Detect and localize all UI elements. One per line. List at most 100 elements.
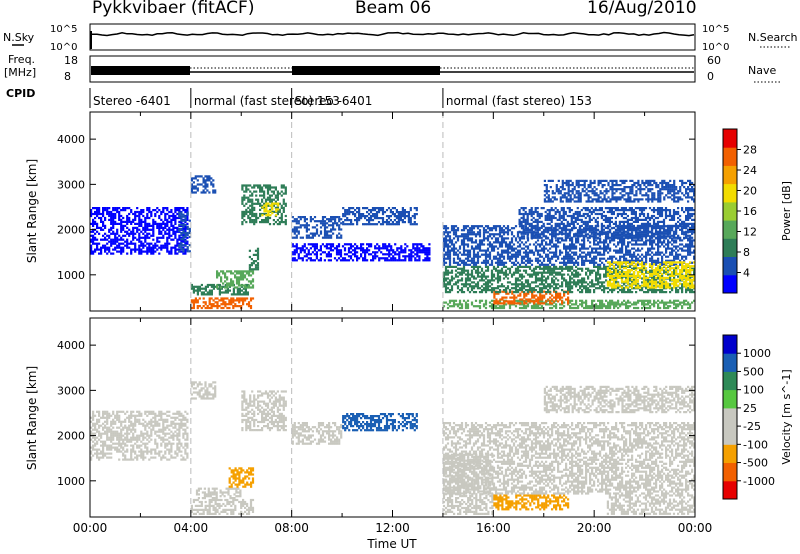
power-cell <box>460 267 464 270</box>
power-cell <box>246 303 249 306</box>
power-cell <box>651 241 654 244</box>
power-cell <box>675 303 678 306</box>
power-cell <box>265 206 268 209</box>
power-cell <box>245 270 249 273</box>
power-cell <box>90 248 93 251</box>
power-cell <box>597 281 600 284</box>
power-cell <box>538 235 542 238</box>
power-cell <box>504 265 508 268</box>
power-cell <box>597 287 600 290</box>
power-cell <box>478 305 482 308</box>
power-cell <box>176 238 179 241</box>
power-cell <box>100 226 103 229</box>
power-cell <box>266 219 270 222</box>
power-cell <box>166 212 169 216</box>
power-cell <box>637 253 640 256</box>
power-cell <box>416 251 419 254</box>
power-cell <box>520 261 524 264</box>
power-cell <box>617 287 620 290</box>
power-cell <box>557 273 560 276</box>
power-cell <box>549 292 552 295</box>
power-cell <box>122 246 125 249</box>
power-cell <box>472 257 476 260</box>
power-cell <box>134 232 137 235</box>
power-cell <box>150 252 153 255</box>
power-cell <box>530 306 534 310</box>
power-cell <box>182 238 185 241</box>
power-cell <box>148 207 151 210</box>
power-cell <box>549 273 552 276</box>
power-cell <box>617 251 620 254</box>
power-cell <box>523 296 526 299</box>
power-cell <box>360 249 363 252</box>
power-cell <box>575 271 578 274</box>
power-cell <box>508 241 512 244</box>
power-cell <box>338 216 341 219</box>
power-cell <box>498 233 502 236</box>
power-cell <box>480 243 484 246</box>
power-cell <box>667 243 670 246</box>
power-cell <box>460 306 464 310</box>
power-cell <box>192 305 195 308</box>
power-cell <box>639 249 642 252</box>
power-cell <box>476 257 480 260</box>
power-cell <box>498 279 502 282</box>
power-cell <box>110 210 113 214</box>
power-cell <box>218 289 221 292</box>
power-cell <box>351 245 355 248</box>
power-cell <box>502 271 506 274</box>
power-cell <box>661 251 664 254</box>
power-cell <box>504 245 508 248</box>
power-cell <box>256 268 260 271</box>
power-cell <box>555 247 558 250</box>
power-cell <box>244 289 247 292</box>
power-cell <box>557 300 560 303</box>
power-cell <box>571 259 574 262</box>
power-cell <box>669 251 672 254</box>
power-cell <box>158 226 161 229</box>
power-cell <box>534 275 538 278</box>
power-cell <box>446 281 450 284</box>
power-cell <box>323 216 327 219</box>
power-cell <box>536 261 540 264</box>
power-cell <box>309 253 312 256</box>
power-cell <box>362 243 365 246</box>
power-cell <box>116 232 119 235</box>
power-cell <box>510 237 514 240</box>
power-cell <box>90 250 93 253</box>
power-cell <box>399 219 402 222</box>
power-cell <box>553 301 556 304</box>
power-cell <box>681 227 684 230</box>
power-cell <box>647 249 650 252</box>
power-cell <box>651 239 654 242</box>
power-cell <box>247 210 250 213</box>
power-cell <box>196 179 199 182</box>
power-cell <box>659 225 662 228</box>
power-cell <box>398 259 401 262</box>
power-cell <box>200 291 203 294</box>
power-cell <box>126 242 129 245</box>
power-cell <box>535 298 538 301</box>
power-cell <box>98 210 101 214</box>
power-cell <box>383 221 387 224</box>
power-cell <box>351 259 355 262</box>
power-cell <box>569 289 572 292</box>
power-cell <box>520 301 524 304</box>
power-cell <box>502 277 506 280</box>
power-cell <box>164 218 167 221</box>
power-cell <box>108 236 111 239</box>
power-cell <box>691 291 694 294</box>
power-cell <box>635 267 638 270</box>
power-cell <box>132 236 135 239</box>
power-cell <box>309 218 312 221</box>
power-cell <box>368 209 371 212</box>
power-cell <box>176 252 179 255</box>
power-cell <box>603 273 606 276</box>
power-cell <box>247 188 250 191</box>
power-cell <box>122 224 125 227</box>
power-cell <box>255 216 258 220</box>
power-cell <box>257 202 260 205</box>
power-cell <box>409 219 412 222</box>
power-cell <box>454 273 458 276</box>
power-cell <box>118 238 121 241</box>
